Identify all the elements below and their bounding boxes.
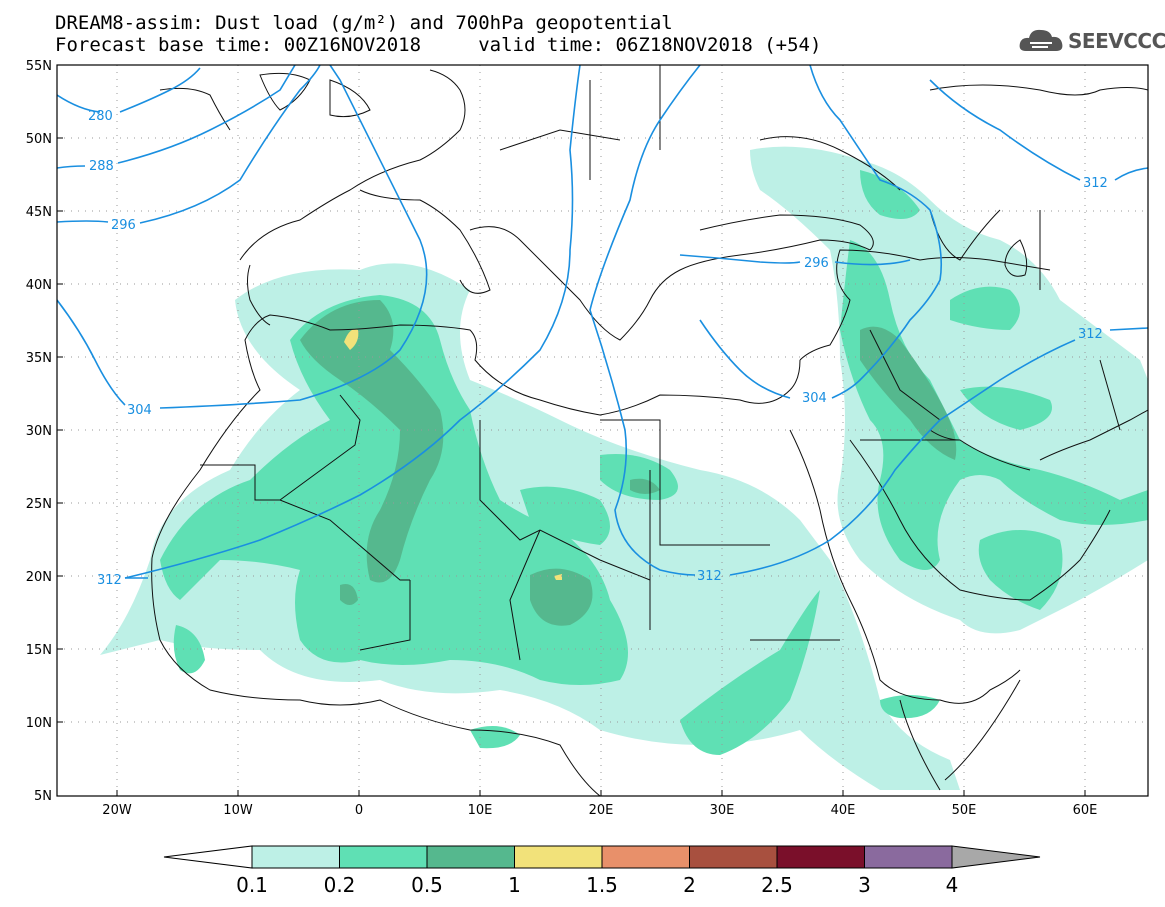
dust-level-0.5 — [300, 300, 957, 626]
lat-label: 10N — [26, 716, 52, 731]
lon-label: 60E — [1073, 803, 1098, 818]
colorbar-swatch — [776, 845, 865, 869]
forecast-time-subtitle: Forecast base time: 00Z16NOV2018 valid t… — [55, 34, 822, 56]
lon-label: 20E — [589, 803, 614, 818]
colorbar-label: 0.5 — [411, 873, 443, 897]
colorbar-label: 1.5 — [586, 873, 618, 897]
lon-label: 10E — [468, 803, 493, 818]
graticule — [57, 65, 1148, 796]
lon-label: 50E — [952, 803, 977, 818]
contour-label: 312 — [697, 569, 722, 584]
lat-label: 35N — [26, 351, 52, 366]
logo-text: SEEVCCC — [1068, 29, 1165, 53]
lon-label: 10W — [223, 803, 253, 818]
colorbar-swatch — [514, 845, 603, 869]
coastlines — [151, 65, 1148, 796]
map-title: DREAM8-assim: Dust load (g/m²) and 700hP… — [55, 12, 673, 34]
lat-label: 15N — [26, 643, 52, 658]
axis-ticks — [57, 137, 1086, 796]
contour-label: 296 — [804, 256, 829, 271]
seevccc-logo: SEEVCCC — [1018, 25, 1165, 55]
contour-label: 296 — [111, 218, 136, 233]
colorbar-swatch — [601, 845, 690, 869]
longitude-labels: 20W 10W 0 10E 20E 30E 40E 50E 60E — [102, 803, 1097, 818]
contour-label: 288 — [89, 159, 114, 174]
cloud-logo-icon — [1019, 29, 1063, 51]
colorbar-label: 0.2 — [324, 873, 356, 897]
colorbar-label: 1 — [508, 873, 521, 897]
dust-level-1 — [344, 329, 562, 580]
colorbar-label: 0.1 — [236, 873, 268, 897]
contour-label: 280 — [88, 109, 113, 124]
geopotential-contours — [57, 65, 1148, 579]
colorbar-label: 3 — [858, 873, 871, 897]
lat-label: 40N — [26, 278, 52, 293]
colorbar — [163, 845, 1041, 869]
lat-label: 30N — [26, 424, 52, 439]
lon-label: 0 — [355, 803, 363, 818]
lat-label: 45N — [26, 205, 52, 220]
lat-label: 50N — [26, 132, 52, 147]
dust-load-shading — [100, 146, 1148, 790]
colorbar-arrow-low — [163, 845, 253, 869]
lon-label: 40E — [831, 803, 856, 818]
lat-label: 25N — [26, 497, 52, 512]
colorbar-swatch — [426, 845, 515, 869]
contour-label: 312 — [97, 573, 122, 588]
colorbar-swatch — [864, 845, 953, 869]
lon-label: 30E — [710, 803, 735, 818]
contour-label: 312 — [1078, 327, 1103, 342]
colorbar-label: 2 — [683, 873, 696, 897]
lat-label: 20N — [26, 570, 52, 585]
lat-label: 5N — [34, 789, 52, 804]
colorbar-swatch — [689, 845, 778, 869]
colorbar-swatch — [339, 845, 428, 869]
colorbar-label: 4 — [946, 873, 959, 897]
colorbar-arrow-high — [951, 845, 1041, 869]
contour-label: 304 — [127, 403, 152, 418]
colorbar-labels: 0.1 0.2 0.5 1 1.5 2 2.5 3 4 — [236, 873, 958, 897]
latitude-labels: 55N 50N 45N 40N 35N 30N 25N 20N 15N 10N … — [26, 59, 52, 804]
colorbar-swatch — [251, 845, 340, 869]
lat-label: 55N — [26, 59, 52, 74]
lon-label: 20W — [102, 803, 132, 818]
colorbar-label: 2.5 — [761, 873, 793, 897]
contour-labels: 280 288 296 304 312 296 304 312 312 312 — [88, 109, 1108, 588]
contour-label: 312 — [1083, 176, 1108, 191]
contour-label: 304 — [802, 391, 827, 406]
